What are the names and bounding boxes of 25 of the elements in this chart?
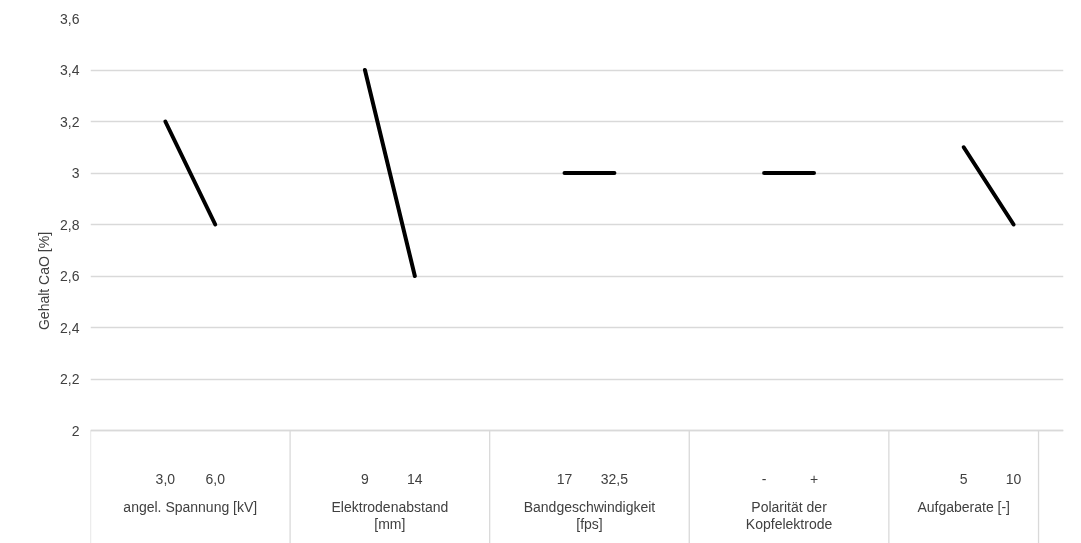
y-tick-label: 2,8 [60,216,80,233]
x-tick-label: 3,0 [155,470,176,487]
x-tick-label: - [761,470,767,487]
x-tick-label: 14 [407,470,423,487]
text: Aufgaberate [-] [917,498,1011,515]
y-tick-label: 2 [71,422,80,439]
text: angel. Spannung [kV] [123,498,258,515]
y-tick-label: 2,4 [60,319,80,336]
text: Elektrodenabstand [mm] [331,498,449,533]
x-tick-label: 6,0 [205,470,226,487]
x-tick-label: + [809,470,819,487]
x-tick-label: 9 [361,470,370,487]
y-tick-label: 3,2 [60,113,80,130]
x-tick-label: 10 [1005,470,1022,487]
y-axis-title: Gehalt CaO [%] [36,231,53,331]
y-tick-label: 2,2 [60,371,80,387]
x-tick-label: 32,5 [600,470,629,487]
x-tick-label: 17 [556,470,573,487]
text: Polarität der Kopfelektrode [745,498,833,533]
x-tick-label: 5 [959,470,968,487]
y-tick-label: 3 [71,165,80,181]
y-tick-label: 2,6 [60,268,80,284]
y-tick-label: 3,6 [60,10,80,27]
text: Bandgeschwindigkeit [fps] [523,498,656,533]
y-tick-label: 3,4 [60,62,80,78]
